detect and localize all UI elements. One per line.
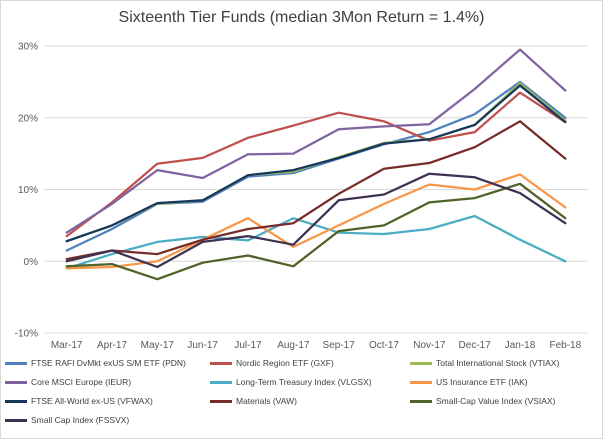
legend-swatch bbox=[410, 380, 432, 384]
legend-swatch bbox=[210, 399, 232, 403]
x-tick-label: Jul-17 bbox=[234, 340, 262, 351]
y-axis-tick-labels: -10% 0% 10% 20% 30% bbox=[15, 42, 38, 340]
legend-item: Total International Stock (VTIAX) bbox=[410, 358, 559, 368]
legend-swatch bbox=[5, 399, 27, 403]
x-tick-label: Dec-17 bbox=[459, 340, 492, 351]
x-tick-label: Nov-17 bbox=[413, 340, 446, 351]
legend-label: Nordic Region ETF (GXF) bbox=[236, 358, 334, 368]
series-line-8 bbox=[65, 120, 567, 261]
legend-label: Long-Term Treasury Index (VLGSX) bbox=[236, 377, 372, 387]
legend-label: Materials (VAW) bbox=[236, 396, 297, 406]
legend-item: Materials (VAW) bbox=[210, 396, 297, 406]
x-tick-label: May-17 bbox=[141, 340, 175, 351]
y-tick-label: 0% bbox=[24, 257, 39, 268]
x-tick-label: Aug-17 bbox=[277, 340, 310, 351]
x-tick-label: Mar-17 bbox=[51, 340, 83, 351]
series-line-3 bbox=[65, 82, 567, 243]
series-line-10 bbox=[65, 172, 567, 269]
x-axis-tick-labels: Mar-17 Apr-17 May-17 Jun-17 Jul-17 Aug-17 Sep-… bbox=[51, 340, 582, 351]
y-tick-label: 30% bbox=[18, 42, 38, 53]
x-tick-label: Apr-17 bbox=[97, 340, 127, 351]
legend-swatch bbox=[210, 361, 232, 365]
legend-item: Nordic Region ETF (GXF) bbox=[210, 358, 334, 368]
x-tick-label: Oct-17 bbox=[369, 340, 399, 351]
legend-label: Small-Cap Value Index (VSIAX) bbox=[436, 396, 556, 406]
legend-item: Small Cap Index (FSSVX) bbox=[5, 415, 129, 425]
series-lines bbox=[65, 48, 567, 281]
legend-item: US Insurance ETF (IAK) bbox=[410, 377, 528, 387]
series-line-4 bbox=[65, 48, 567, 234]
legend-item: Long-Term Treasury Index (VLGSX) bbox=[210, 377, 372, 387]
series-line-2 bbox=[65, 91, 567, 238]
legend-label: Core MSCI Europe (IEUR) bbox=[31, 377, 132, 387]
legend-item: FTSE All-World ex-US (VFWAX) bbox=[5, 396, 153, 406]
legend-label: US Insurance ETF (IAK) bbox=[436, 377, 528, 387]
x-tick-label: Jan-18 bbox=[505, 340, 536, 351]
gridlines bbox=[44, 45, 588, 334]
legend-swatch bbox=[410, 361, 432, 365]
legend-swatch bbox=[410, 399, 432, 403]
legend-label: Small Cap Index (FSSVX) bbox=[31, 415, 130, 425]
x-tick-label: Sep-17 bbox=[323, 340, 356, 351]
y-tick-label: -10% bbox=[15, 329, 38, 340]
legend-item: FTSE RAFI DvMkt exUS S/M ETF (PDN) bbox=[5, 358, 186, 368]
legend-item: Core MSCI Europe (IEUR) bbox=[5, 377, 131, 387]
legend-swatch bbox=[5, 418, 27, 422]
legend-swatch bbox=[5, 361, 27, 365]
legend-label: FTSE All-World ex-US (VFWAX) bbox=[31, 396, 153, 406]
series-line-5 bbox=[65, 214, 567, 270]
legend-item: Small-Cap Value Index (VSIAX) bbox=[410, 396, 555, 406]
y-tick-label: 20% bbox=[18, 113, 38, 124]
y-tick-label: 10% bbox=[18, 185, 38, 196]
x-tick-label: Jun-17 bbox=[187, 340, 218, 351]
x-tick-label: Feb-18 bbox=[549, 340, 581, 351]
series-line-7 bbox=[65, 84, 567, 243]
chart-title: Sixteenth Tier Funds (median 3Mon Return… bbox=[118, 9, 485, 26]
series-line-6 bbox=[65, 173, 567, 270]
legend-label: FTSE RAFI DvMkt exUS S/M ETF (PDN) bbox=[31, 358, 186, 368]
series-line-9 bbox=[65, 182, 567, 281]
legend-swatch bbox=[5, 380, 27, 384]
legend-swatch bbox=[210, 380, 232, 384]
legend-label: Total International Stock (VTIAX) bbox=[436, 358, 560, 368]
